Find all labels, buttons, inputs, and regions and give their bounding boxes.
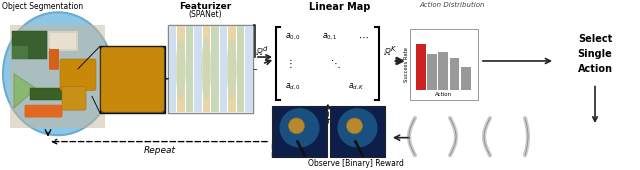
Text: Action Distribution: Action Distribution [419,2,484,8]
FancyBboxPatch shape [62,87,86,110]
Text: Success Rate: Success Rate [404,47,409,82]
Bar [272,106,327,157]
Ellipse shape [227,38,237,100]
Bar [48,31,78,51]
Bar [237,26,244,112]
Bar [177,26,184,112]
Bar [211,26,218,112]
Text: $\vdots$: $\vdots$ [285,57,292,70]
FancyBboxPatch shape [101,47,164,112]
Text: $\mathbb{R}^{K}$: $\mathbb{R}^{K}$ [383,44,397,58]
Bar [12,31,47,59]
Bar [10,25,105,128]
Polygon shape [14,74,36,108]
Bar [450,57,460,90]
FancyBboxPatch shape [24,105,63,117]
Bar [461,67,470,90]
Text: Action: Action [435,92,452,97]
FancyBboxPatch shape [49,48,59,70]
Text: $\mathbb{R}^{d}$: $\mathbb{R}^{d}$ [255,44,269,58]
Ellipse shape [201,38,211,100]
Bar [416,44,426,90]
Bar [194,26,202,112]
Text: Repeat: Repeat [144,146,176,155]
Bar [168,25,253,113]
Circle shape [289,118,305,134]
Text: $a_{0,0}$: $a_{0,0}$ [285,31,301,42]
FancyBboxPatch shape [60,59,96,90]
Bar [438,52,448,90]
Text: Featurizer: Featurizer [179,2,231,11]
Text: Update: Update [324,113,355,122]
Circle shape [337,108,378,148]
Text: Object Segmentation: Object Segmentation [2,2,83,11]
Bar [50,33,76,49]
Bar [228,26,236,112]
Text: Linear Map: Linear Map [309,2,371,12]
Bar [428,54,437,90]
Text: $\ddots$: $\ddots$ [330,57,340,70]
Text: Select
Single
Action: Select Single Action [577,34,612,74]
Bar [202,26,210,112]
Circle shape [346,118,362,134]
Bar [12,46,28,59]
Ellipse shape [3,12,113,135]
Bar [100,46,165,113]
Bar [30,89,62,100]
Circle shape [280,108,319,148]
Bar [330,106,385,157]
Text: Observe [Binary] Reward: Observe [Binary] Reward [308,159,404,168]
Text: (SPANet): (SPANet) [188,10,222,19]
Bar [220,26,227,112]
Bar [410,30,478,100]
Ellipse shape [175,38,186,100]
Text: $a_{0,1}$: $a_{0,1}$ [322,31,338,42]
Text: $a_{d,K}$: $a_{d,K}$ [348,82,365,92]
Bar [186,26,193,112]
Text: $\cdots$: $\cdots$ [358,31,369,41]
Text: $a_{d,0}$: $a_{d,0}$ [285,82,301,92]
Bar [245,26,253,112]
Bar [168,26,176,112]
